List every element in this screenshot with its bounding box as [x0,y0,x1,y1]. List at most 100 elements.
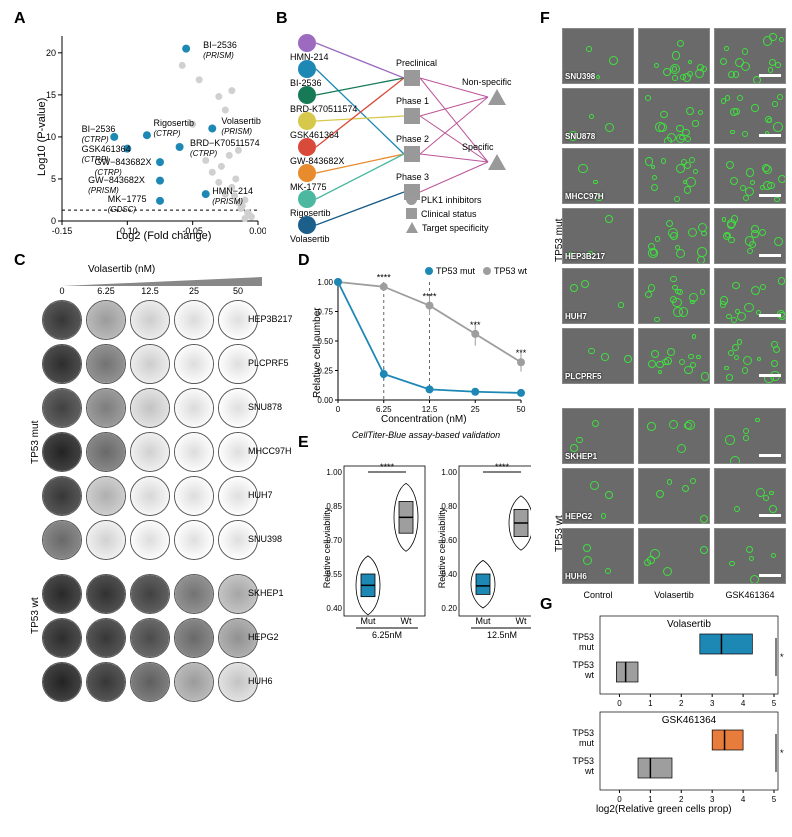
svg-text:Volasertib: Volasertib [667,619,711,630]
well [86,388,126,428]
svg-text:4: 4 [741,699,746,708]
micro-image [714,328,786,384]
legend-item: PLK1 inhibitors [406,194,489,205]
svg-text:4: 4 [741,795,746,804]
well [174,618,214,658]
micro-image [714,528,786,584]
micro-image [638,28,710,84]
svg-text:5: 5 [51,174,56,184]
well [86,344,126,384]
svg-text:2: 2 [679,699,684,708]
treatment-label: Volasertib [638,590,710,600]
drug-label: Rigosertib(CTRP) [153,118,194,138]
well [42,476,82,516]
svg-text:1.00: 1.00 [317,278,333,287]
well [130,300,170,340]
svg-text:50: 50 [517,405,526,414]
inhibitor-node [298,190,316,208]
drug-label: BI−2536(CTRP) [82,124,116,144]
micro-image [638,268,710,324]
svg-text:5: 5 [772,795,777,804]
drug-label: Volasertib(PRISM) [221,116,261,136]
well [130,520,170,560]
micro-image [714,28,786,84]
well [174,344,214,384]
conc-label: 12.5 [138,286,162,296]
drug-label: GW−843682X(PRISM) [88,175,145,195]
well [42,662,82,702]
svg-text:***: *** [516,348,527,358]
well [86,300,126,340]
cell-line-label: HEPG2 [248,632,279,642]
svg-text:3: 3 [710,699,715,708]
treatment-label: Control [562,590,634,600]
svg-text:Mut: Mut [475,616,491,626]
svg-text:0: 0 [51,216,56,226]
micro-image [638,88,710,144]
svg-text:3: 3 [710,795,715,804]
clinical-label: Phase 3 [396,172,429,182]
well [130,476,170,516]
svg-text:****: **** [422,292,437,302]
svg-text:Relative cell viability: Relative cell viability [322,507,332,588]
cell-line-label: PLCPRF5 [248,358,289,368]
well [42,618,82,658]
green-cells-boxplot: VolasertibTP53mutTP53wt****012345GSK4613… [548,608,784,818]
svg-text:****: **** [380,462,395,472]
well [174,520,214,560]
svg-text:1: 1 [648,795,653,804]
well [42,432,82,472]
micro-image: PLCPRF5 [562,328,634,384]
inhibitor-node [298,138,316,156]
cell-line-label: SNU398 [248,534,282,544]
svg-text:1.00: 1.00 [441,468,457,477]
svg-text:****: **** [377,273,392,283]
svg-text:***: *** [470,320,481,330]
svg-text:20: 20 [46,48,56,58]
well [86,574,126,614]
panelD-ylabel: Relative cell number [312,307,323,398]
svg-text:GSK461364: GSK461364 [662,715,717,726]
micro-image [714,468,786,524]
figure-root: A B C D E F G -0.15-0.10-0.050.000510152… [8,8,784,829]
svg-text:wt: wt [584,670,594,680]
well [86,432,126,472]
conc-label: 50 [226,286,250,296]
svg-text:1.00: 1.00 [326,468,342,477]
drug-label: MK−1775(GDSC) [108,194,147,214]
well [42,574,82,614]
svg-text:0: 0 [617,699,622,708]
specificity-node [488,154,506,170]
drug-label: HMN−214(PRISM) [212,186,253,206]
inhibitor-node [298,60,316,78]
svg-text:Wt: Wt [401,616,412,626]
svg-text:12.5: 12.5 [422,405,438,414]
plk1-network: HMN-214BI-2536BRD-K70511574GSK461364GW-8… [286,22,524,252]
micro-image [714,408,786,464]
svg-text:0.40: 0.40 [326,604,342,613]
svg-text:5: 5 [772,699,777,708]
inhibitor-node [298,164,316,182]
svg-text:-0.15: -0.15 [52,226,73,236]
panelD-xlabel: Concentration (nM) [381,414,467,425]
svg-text:****: **** [780,652,784,662]
clinical-label: Phase 2 [396,134,429,144]
volcano-plot: -0.15-0.10-0.050.0005101520 Log10 (P-val… [26,26,266,246]
svg-text:0.00: 0.00 [249,226,266,236]
inhibitor-label: GSK461364 [290,130,339,140]
micro-image: HEPG2 [562,468,634,524]
svg-text:TP53: TP53 [572,632,594,642]
well [86,476,126,516]
inhibitor-label: Volasertib [290,234,330,244]
inhibitor-node [298,34,316,52]
svg-text:****: **** [780,748,784,758]
well [174,574,214,614]
svg-text:12.5nM: 12.5nM [487,630,517,640]
svg-text:wt: wt [584,766,594,776]
inhibitor-node [298,112,316,130]
svg-text:mut: mut [579,642,595,652]
micro-image [714,148,786,204]
svg-text:25: 25 [471,405,480,414]
well [42,388,82,428]
well [130,662,170,702]
